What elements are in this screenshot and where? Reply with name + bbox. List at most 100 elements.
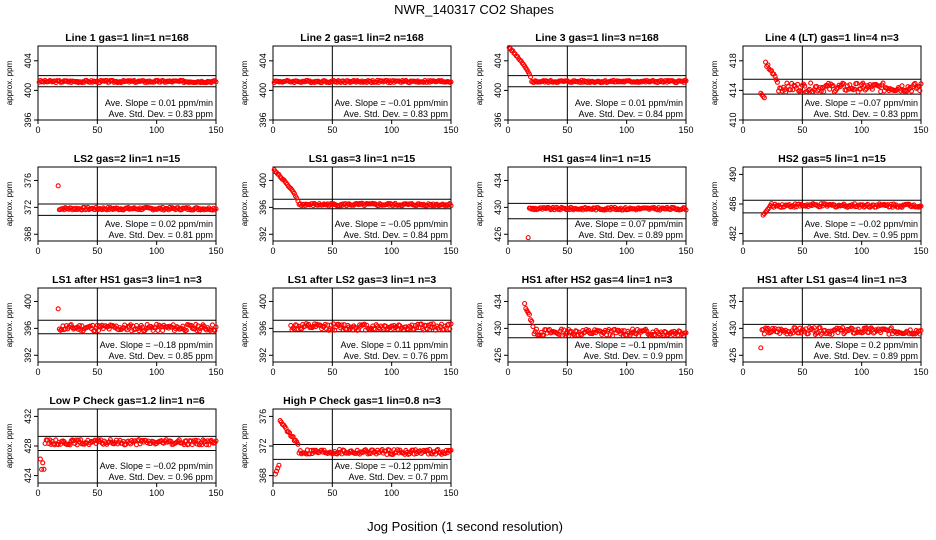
y-axis-label: approx. ppm (710, 181, 719, 226)
data-point (849, 85, 855, 91)
x-tick-label: 150 (208, 246, 223, 256)
panel-title: Line 2 gas=1 lin=2 n=168 (300, 32, 424, 44)
data-point (322, 321, 328, 328)
data-point (79, 323, 85, 329)
x-tick-label: 150 (208, 125, 223, 135)
x-tick-label: 50 (92, 125, 102, 135)
data-point (506, 44, 512, 51)
x-tick-label: 50 (797, 246, 807, 256)
y-tick-label: 424 (23, 468, 33, 483)
stddev-annotation: Ave. Std. Dev. = 0.83 ppm (344, 109, 448, 119)
data-point (525, 235, 531, 241)
data-point (630, 326, 636, 332)
data-point (68, 322, 74, 328)
y-tick-label: 400 (23, 294, 33, 309)
slope-annotation: Ave. Slope = 0.07 ppm/min (575, 219, 683, 229)
data-point (619, 328, 625, 334)
data-point (908, 88, 915, 94)
data-point (76, 323, 83, 329)
data-point (761, 95, 767, 101)
data-point (361, 321, 367, 327)
x-tick-label: 0 (505, 246, 510, 256)
data-point (821, 89, 827, 95)
chart-panel: HS1 after LS1 gas=4 lin=1 n=3 approx. ppm… (710, 274, 929, 377)
panel-grid: Line 1 gas=1 lin=1 n=168 approx. ppm 0 50 10… (5, 32, 929, 498)
y-tick-label: 396 (23, 321, 33, 336)
y-axis-label: approx. ppm (710, 60, 719, 105)
data-point (165, 207, 172, 213)
plot-frame (272, 45, 452, 121)
data-point (212, 78, 218, 84)
slope-annotation: Ave. Slope = 0.01 ppm/min (105, 98, 213, 108)
x-tick-label: 0 (35, 246, 40, 256)
data-point (136, 328, 142, 334)
data-point (796, 330, 802, 336)
y-axis-label: approx. ppm (5, 423, 14, 468)
data-point (851, 86, 858, 92)
plot-frame (742, 287, 922, 363)
x-tick-label: 150 (208, 367, 223, 377)
x-tick-label: 0 (740, 367, 745, 377)
y-axis-label: approx. ppm (475, 181, 484, 226)
data-point (635, 333, 642, 339)
data-point (435, 447, 441, 453)
data-point (336, 322, 343, 328)
plot-frame (742, 45, 922, 121)
data-point (274, 468, 280, 474)
data-point (272, 471, 278, 477)
data-point (336, 203, 343, 209)
data-point (87, 323, 93, 329)
chart-panel: Line 1 gas=1 lin=1 n=168 approx. ppm 0 50 10… (5, 32, 224, 135)
y-tick-label: 426 (728, 348, 738, 363)
stddev-annotation: Ave. Std. Dev. = 0.95 ppm (814, 230, 918, 240)
panel-title: HS1 gas=4 lin=1 n=15 (543, 153, 651, 165)
y-tick-label: 400 (258, 173, 268, 188)
data-point (787, 331, 794, 337)
y-axis-label: approx. ppm (5, 181, 14, 226)
x-tick-label: 150 (443, 125, 458, 135)
panel-title: Low P Check gas=1.2 lin=1 n=6 (49, 395, 204, 407)
data-point (644, 328, 650, 334)
y-axis-label: approx. ppm (240, 181, 249, 226)
stddev-annotation: Ave. Std. Dev. = 0.7 ppm (349, 472, 448, 482)
data-point (37, 456, 43, 462)
data-point (90, 322, 96, 328)
chart-panel: HS1 after HS2 gas=4 lin=1 n=3 approx. ppm… (475, 274, 694, 377)
y-axis-label: approx. ppm (240, 423, 249, 468)
x-tick-label: 0 (35, 125, 40, 135)
data-point (808, 80, 814, 86)
data-point (783, 89, 789, 95)
data-point (787, 87, 794, 93)
y-tick-label: 392 (23, 348, 33, 363)
x-tick-label: 50 (92, 367, 102, 377)
y-tick-label: 400 (258, 83, 268, 98)
x-tick-label: 50 (562, 246, 572, 256)
data-point (790, 330, 796, 336)
x-tick-label: 0 (35, 367, 40, 377)
data-point (854, 80, 860, 86)
panel-title: Line 4 (LT) gas=1 lin=4 n=3 (765, 32, 899, 44)
data-point (532, 329, 538, 335)
x-tick-label: 100 (149, 246, 164, 256)
data-point (762, 325, 769, 331)
data-point (275, 465, 281, 471)
data-point (194, 328, 200, 334)
data-point (899, 83, 905, 89)
x-tick-label: 100 (619, 246, 634, 256)
y-tick-label: 372 (258, 438, 268, 453)
x-tick-label: 150 (678, 367, 693, 377)
chart-panel: High P Check gas=1 lin=0.8 n=3 approx. pp… (240, 395, 459, 498)
data-point (683, 78, 689, 84)
x-tick-label: 150 (913, 125, 928, 135)
y-tick-label: 400 (493, 83, 503, 98)
x-tick-label: 100 (854, 125, 869, 135)
plot-frame (37, 45, 217, 121)
x-tick-label: 50 (327, 488, 337, 498)
data-point (41, 466, 47, 472)
chart-panel: LS1 after HS1 gas=3 lin=1 n=3 approx. ppm… (5, 274, 224, 377)
data-point (448, 203, 454, 209)
y-tick-label: 434 (728, 294, 738, 309)
x-tick-label: 150 (913, 246, 928, 256)
slope-annotation: Ave. Slope = −0.05 ppm/min (335, 219, 448, 229)
data-point (448, 79, 454, 85)
